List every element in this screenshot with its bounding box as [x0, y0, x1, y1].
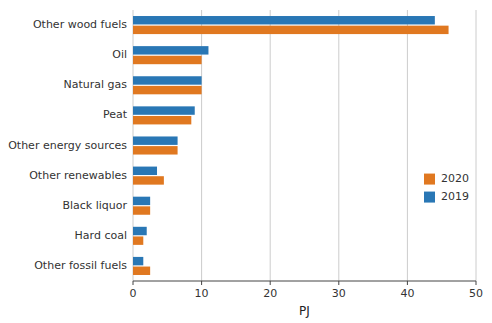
tick-label: 0	[130, 287, 137, 300]
x-axis: 0 10 20 30 40 50	[130, 281, 484, 300]
legend-label: 2020	[441, 172, 469, 185]
category-label: Other energy sources	[8, 139, 127, 152]
tick-mark	[201, 281, 202, 285]
bars	[133, 16, 449, 275]
bar	[133, 76, 202, 84]
tick-mark	[338, 281, 339, 285]
grid	[133, 10, 476, 281]
category-label: Other wood fuels	[33, 18, 127, 31]
tick-label: 50	[469, 287, 483, 300]
bar	[133, 236, 143, 244]
tick-mark	[133, 281, 134, 285]
chart: 0 10 20 30 40 50 PJ Other wood fuels Oil Natural …	[0, 0, 492, 323]
bar	[133, 176, 164, 184]
bar	[133, 167, 157, 175]
legend-swatch	[424, 192, 435, 203]
grid-line	[338, 10, 339, 281]
tick-label: 40	[400, 287, 414, 300]
bar	[133, 16, 435, 24]
legend: 2020 2019	[424, 172, 469, 203]
bar	[133, 116, 191, 124]
bar	[133, 197, 150, 205]
tick-label: 30	[332, 287, 346, 300]
category-label: Natural gas	[63, 78, 127, 91]
axis-line	[133, 281, 476, 282]
bar	[133, 206, 150, 214]
bar	[133, 56, 202, 64]
category-label: Black liquor	[62, 199, 127, 212]
bar	[133, 146, 178, 154]
category-label: Hard coal	[75, 229, 127, 242]
bar	[133, 106, 195, 114]
grid-line	[407, 10, 408, 281]
grid-line	[270, 10, 271, 281]
bar	[133, 136, 178, 144]
bar	[133, 86, 202, 94]
legend-label: 2019	[441, 190, 469, 203]
tick-mark	[407, 281, 408, 285]
category-label: Oil	[112, 48, 127, 61]
y-axis: Other wood fuels Oil Natural gas Peat Other …	[8, 18, 128, 272]
chart-container: 0 10 20 30 40 50 PJ Other wood fuels Oil Natural …	[0, 0, 492, 323]
bar	[133, 46, 208, 54]
tick-mark	[476, 281, 477, 285]
x-axis-label: PJ	[299, 304, 310, 318]
grid-line	[476, 10, 477, 281]
tick-label: 20	[263, 287, 277, 300]
bar	[133, 267, 150, 275]
legend-swatch	[424, 174, 435, 185]
bar	[133, 257, 143, 265]
category-label: Other renewables	[29, 169, 127, 182]
category-label: Peat	[103, 108, 128, 121]
bar	[133, 227, 147, 235]
category-label: Other fossil fuels	[34, 259, 127, 272]
tick-mark	[270, 281, 271, 285]
tick-label: 10	[195, 287, 209, 300]
bar	[133, 26, 449, 34]
